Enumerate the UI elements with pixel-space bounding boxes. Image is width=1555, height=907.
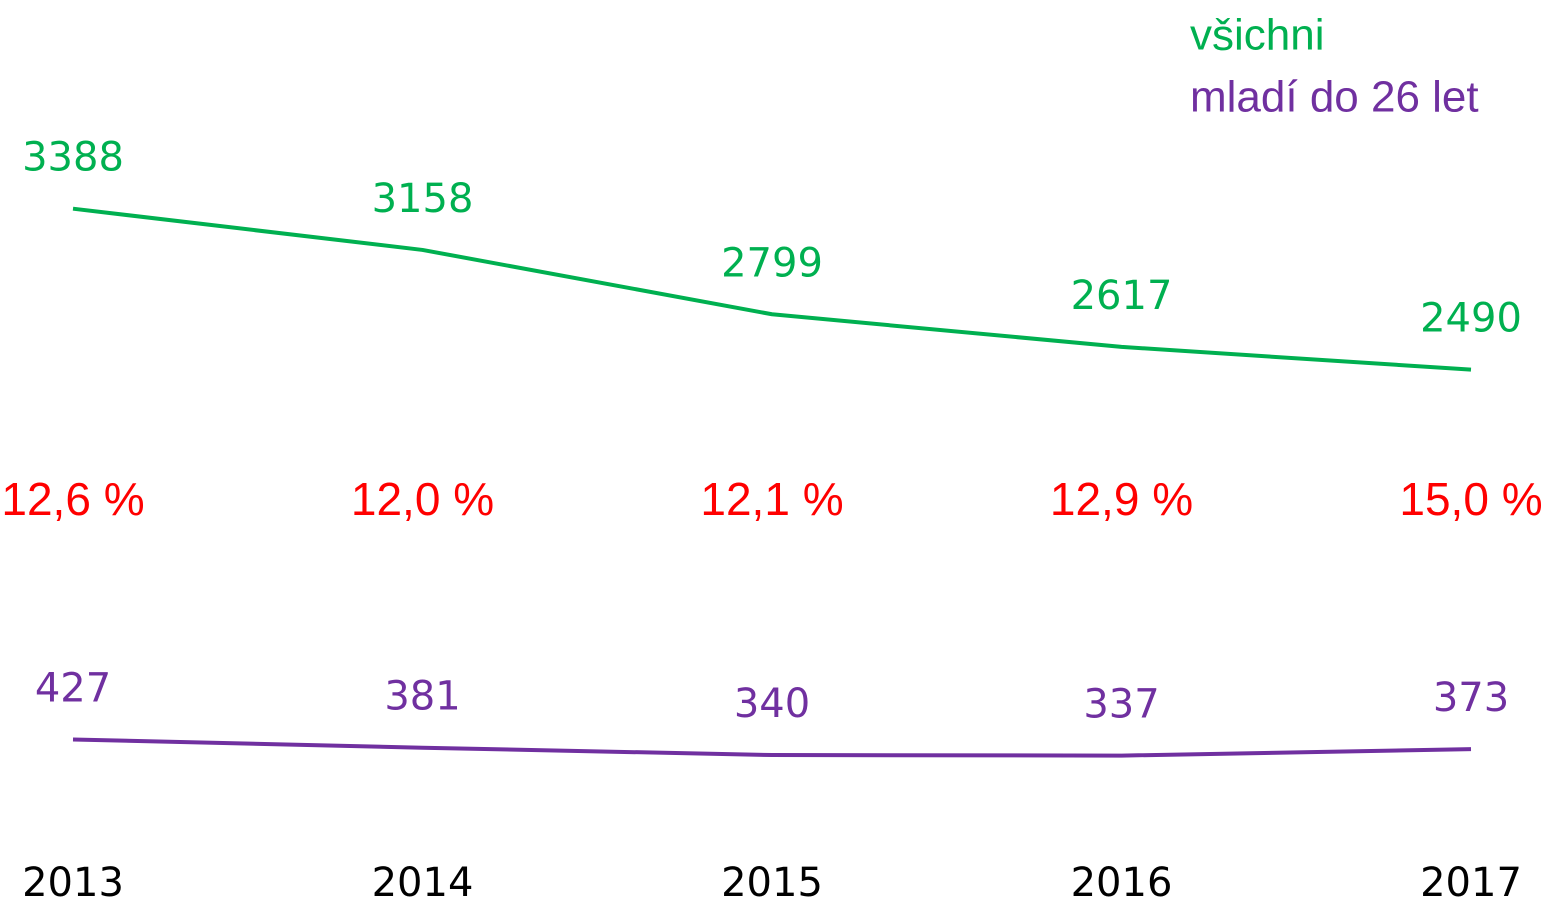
x-tick-label: 2017 [1420, 860, 1522, 906]
data-label: 381 [384, 674, 460, 720]
share-label: 12,9 % [1050, 473, 1193, 525]
data-label: 2490 [1420, 296, 1522, 342]
data-label: 2617 [1071, 273, 1173, 319]
share-label: 12,1 % [700, 473, 843, 525]
data-label: 340 [734, 681, 810, 727]
data-label: 373 [1433, 675, 1509, 721]
data-label: 2799 [721, 240, 823, 286]
legend-entry: mladí do 26 let [1190, 73, 1479, 122]
share-label: 15,0 % [1399, 473, 1542, 525]
x-tick-label: 2016 [1071, 860, 1173, 906]
x-tick-label: 2015 [721, 860, 823, 906]
share-label: 12,0 % [351, 473, 494, 525]
share-label: 12,6 % [1, 473, 144, 525]
data-label: 427 [35, 665, 111, 711]
x-tick-label: 2013 [22, 860, 124, 906]
data-label: 3158 [372, 176, 474, 222]
series-line [72, 737, 1472, 758]
data-label: 337 [1083, 682, 1159, 728]
x-tick-label: 2014 [372, 860, 474, 906]
data-label: 3388 [22, 135, 124, 181]
legend-entry: všichni [1190, 11, 1325, 60]
series-line [72, 206, 1472, 372]
